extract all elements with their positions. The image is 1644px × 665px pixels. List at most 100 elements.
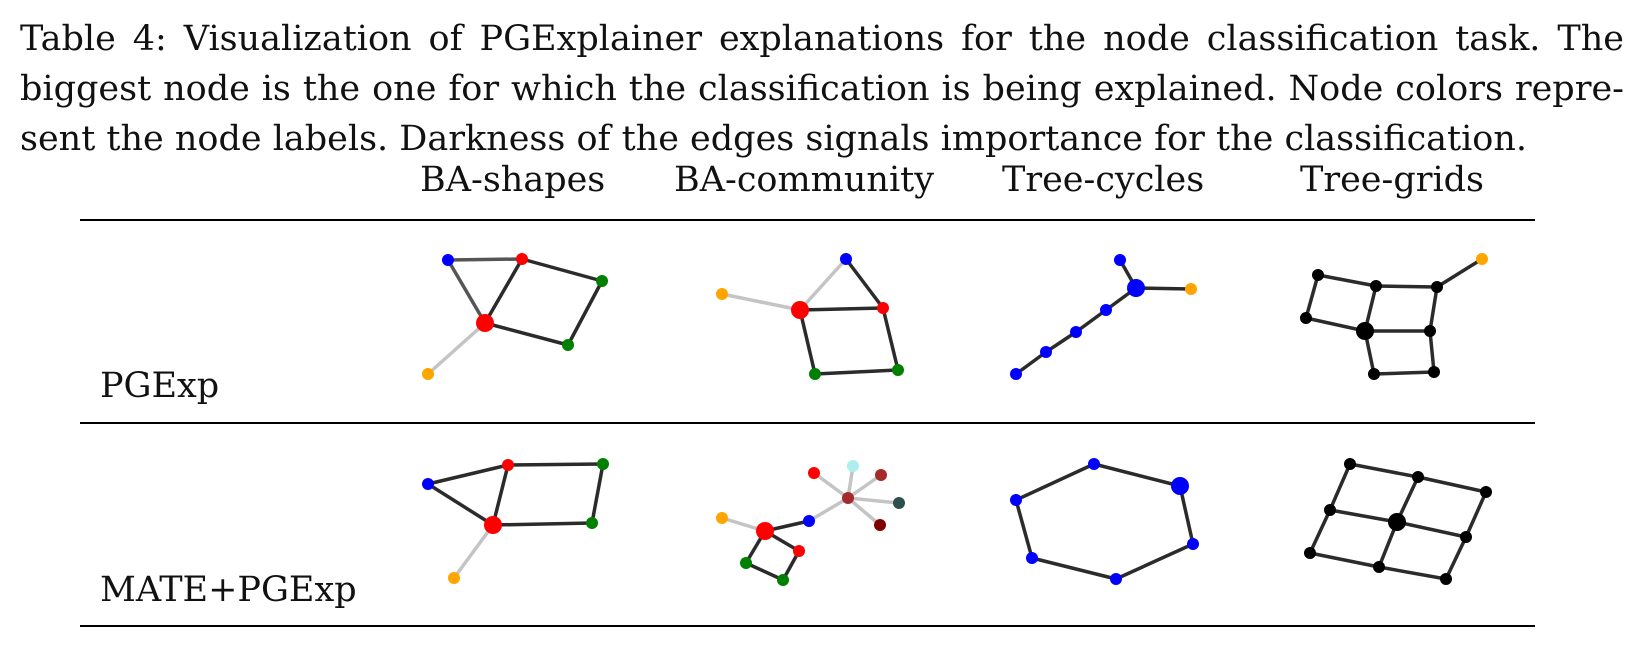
graph-node bbox=[502, 459, 514, 471]
graph-edge bbox=[798, 257, 848, 312]
graph-node bbox=[1312, 269, 1324, 281]
graph-edge bbox=[1015, 462, 1095, 502]
mate-tree-cycles-graph bbox=[1010, 458, 1199, 585]
graph-edge bbox=[1304, 274, 1320, 319]
graph-edge bbox=[1031, 556, 1117, 581]
graph-node bbox=[1187, 538, 1199, 550]
graph-edge bbox=[846, 473, 883, 500]
graph-node bbox=[793, 545, 805, 557]
graph-edge bbox=[1308, 509, 1332, 554]
graph-edge bbox=[492, 521, 593, 527]
graph-node bbox=[809, 368, 821, 380]
graph-node bbox=[1040, 346, 1052, 358]
graph-edge bbox=[721, 292, 801, 312]
graph-edge bbox=[745, 561, 784, 582]
graph-edge bbox=[427, 463, 509, 486]
graph-node bbox=[1100, 304, 1112, 316]
graph-node bbox=[1480, 486, 1492, 498]
graph-node bbox=[847, 460, 859, 472]
graph-edge bbox=[1464, 491, 1488, 538]
graph-node bbox=[740, 557, 752, 569]
graph-node bbox=[596, 275, 608, 287]
graph-edge bbox=[1329, 508, 1398, 524]
graph-node bbox=[1370, 280, 1382, 292]
graph-node bbox=[777, 574, 789, 586]
graph-edge bbox=[1045, 330, 1077, 354]
table-caption: Table 4: Visualization of PGExplainer ex… bbox=[20, 14, 1624, 164]
graph-node bbox=[1304, 547, 1316, 559]
graph-node bbox=[1431, 281, 1443, 293]
graph-edge bbox=[1317, 273, 1377, 288]
graph-edge bbox=[1375, 284, 1438, 289]
graph-node bbox=[562, 339, 574, 351]
graph-node bbox=[1460, 531, 1472, 543]
column-header-tree-cycles: Tree-cycles bbox=[1002, 160, 1205, 200]
graph-edge bbox=[1093, 462, 1181, 488]
graph-edge bbox=[1074, 308, 1108, 334]
mate-ba-community-graph bbox=[716, 460, 905, 586]
graph-edge bbox=[566, 280, 604, 346]
graph-node bbox=[1368, 368, 1380, 380]
graph-node bbox=[1010, 368, 1022, 380]
graph-edge bbox=[1328, 463, 1352, 511]
graph-node bbox=[875, 469, 887, 481]
graph-node bbox=[808, 467, 820, 479]
graph-node bbox=[422, 368, 434, 380]
graph-edge bbox=[1417, 475, 1487, 494]
graph-edge bbox=[1309, 551, 1380, 569]
column-header-ba-community: BA-community bbox=[674, 160, 934, 200]
graph-node bbox=[1424, 325, 1436, 337]
graph-edge bbox=[1428, 330, 1436, 373]
graph-edge bbox=[1444, 536, 1468, 580]
graph-node bbox=[1356, 322, 1374, 340]
graph-edge bbox=[452, 523, 495, 580]
row-label-pgexp: PGExp bbox=[100, 366, 220, 406]
graph-edge bbox=[483, 258, 524, 324]
table-bottom-rule bbox=[80, 625, 1535, 627]
graph-edge bbox=[484, 321, 569, 347]
graph-node bbox=[1127, 279, 1145, 297]
graph-edge bbox=[1378, 565, 1447, 581]
graph-edge bbox=[1396, 520, 1467, 539]
graph-node bbox=[1428, 366, 1440, 378]
graph-node bbox=[422, 478, 434, 490]
graph-node bbox=[1373, 561, 1385, 573]
graph-node bbox=[877, 302, 889, 314]
graph-node bbox=[893, 497, 905, 509]
graph-edge bbox=[1178, 485, 1195, 545]
graph-node bbox=[756, 522, 774, 540]
graph-edge bbox=[1135, 286, 1192, 291]
graph-node bbox=[597, 458, 609, 470]
graph-node bbox=[716, 288, 728, 300]
graph-node bbox=[1110, 573, 1122, 585]
graph-node bbox=[874, 519, 886, 531]
graph-node bbox=[448, 572, 460, 584]
graph-node bbox=[892, 364, 904, 376]
graph-node bbox=[803, 515, 815, 527]
graph-edge bbox=[812, 471, 850, 500]
graph-node bbox=[476, 314, 494, 332]
table-mid-rule bbox=[80, 422, 1535, 424]
graph-node bbox=[484, 516, 502, 534]
graph-edge bbox=[1014, 350, 1048, 376]
mate-ba-shapes-graph bbox=[422, 458, 609, 584]
graph-node bbox=[1440, 573, 1452, 585]
graph-edge bbox=[491, 464, 510, 526]
graph-edge bbox=[846, 496, 882, 527]
graph-node bbox=[1412, 471, 1424, 483]
caption-line-2: biggest node is the one for which the cl… bbox=[20, 69, 1624, 109]
graph-edge bbox=[799, 306, 884, 312]
graph-node bbox=[516, 253, 528, 265]
graph-node bbox=[1088, 458, 1100, 470]
graph-node bbox=[1171, 477, 1189, 495]
graph-edge bbox=[1305, 316, 1366, 333]
caption-line-3: sent the node labels. Darkness of the ed… bbox=[20, 119, 1528, 159]
pgexp-ba-shapes-graph bbox=[422, 253, 608, 380]
graph-edge bbox=[426, 321, 487, 376]
graph-node bbox=[1300, 312, 1312, 324]
graph-edge bbox=[1436, 257, 1483, 289]
graph-edge bbox=[507, 462, 604, 467]
graph-edge bbox=[881, 307, 900, 371]
graph-edge bbox=[1428, 286, 1439, 332]
graph-node bbox=[1114, 254, 1126, 266]
